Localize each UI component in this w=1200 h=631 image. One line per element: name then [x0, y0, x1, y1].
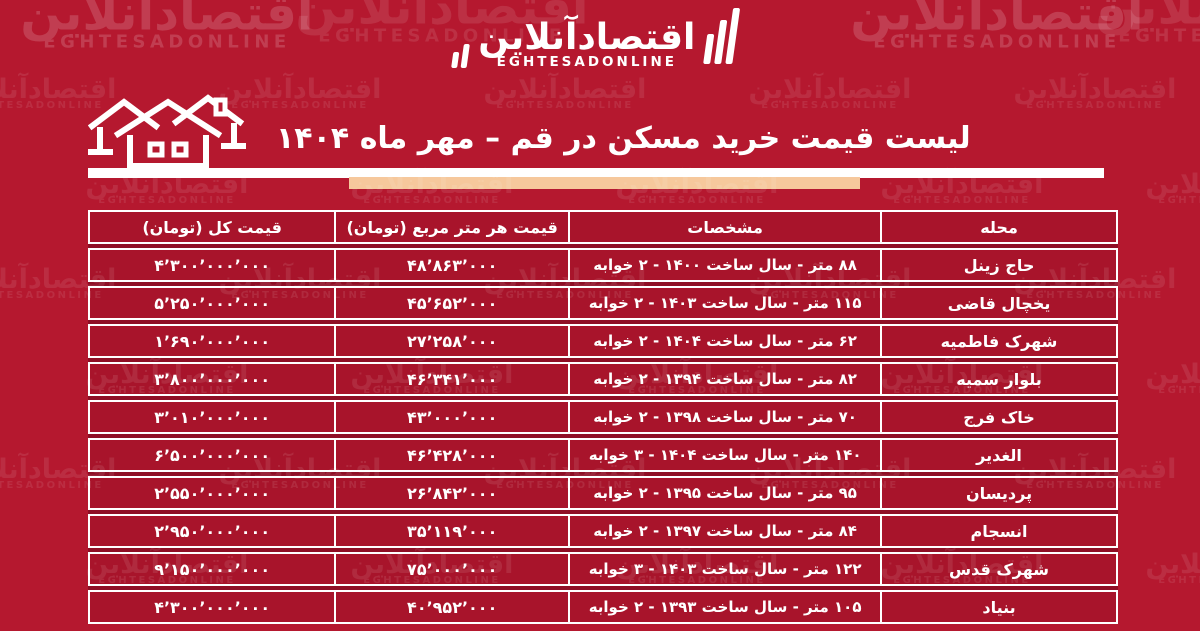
cell-total-price: ۳٬۸۰۰٬۰۰۰٬۰۰۰: [90, 364, 335, 394]
cell-total-price: ۴٬۳۰۰٬۰۰۰٬۰۰۰: [90, 250, 335, 280]
logo-bars-right: [703, 8, 741, 70]
cell-neighborhood: خاک فرج: [880, 402, 1116, 432]
cell-neighborhood: پردیسان: [880, 478, 1116, 508]
header-neighborhood: محله: [880, 212, 1116, 242]
header-price-per-meter: قیمت هر متر مربع (تومان): [334, 212, 569, 242]
cell-total-price: ۴٬۳۰۰٬۰۰۰٬۰۰۰: [90, 592, 335, 622]
table-row: شهرک قدس ۱۲۲ متر - سال ساخت ۱۴۰۳ - ۳ خوا…: [88, 552, 1118, 586]
brand-logo: اقتصادآنلاین EGHTESADONLINE: [451, 8, 741, 71]
table-row: خاک فرج ۷۰ متر - سال ساخت ۱۳۹۸ - ۲ خوابه…: [88, 400, 1118, 434]
cell-specs: ۱۴۰ متر - سال ساخت ۱۴۰۴ - ۳ خوابه: [568, 440, 881, 470]
table-row: الغدیر ۱۴۰ متر - سال ساخت ۱۴۰۴ - ۳ خوابه…: [88, 438, 1118, 472]
brand-name-farsi: اقتصادآنلاین: [478, 17, 696, 58]
cell-total-price: ۲٬۵۵۰٬۰۰۰٬۰۰۰: [90, 478, 335, 508]
cell-neighborhood: یخچال قاضی: [880, 288, 1116, 318]
house-icon: [87, 88, 247, 176]
cell-price-per-meter: ۴۸٬۸۶۳٬۰۰۰: [334, 250, 569, 280]
cell-neighborhood: شهرک قدس: [880, 554, 1116, 584]
cell-neighborhood: شهرک فاطمیه: [880, 326, 1116, 356]
title-underline-peach: [349, 177, 860, 189]
cell-price-per-meter: ۲۶٬۸۴۲٬۰۰۰: [334, 478, 569, 508]
cell-specs: ۹۵ متر - سال ساخت ۱۳۹۵ - ۲ خوابه: [568, 478, 881, 508]
price-table: محله مشخصات قیمت هر متر مربع (تومان) قیم…: [88, 210, 1118, 624]
cell-specs: ۱۲۲ متر - سال ساخت ۱۴۰۳ - ۳ خوابه: [568, 554, 881, 584]
table-row: یخچال قاضی ۱۱۵ متر - سال ساخت ۱۴۰۳ - ۲ خ…: [88, 286, 1118, 320]
cell-specs: ۱۱۵ متر - سال ساخت ۱۴۰۳ - ۲ خوابه: [568, 288, 881, 318]
cell-neighborhood: انسجام: [880, 516, 1116, 546]
cell-price-per-meter: ۷۵٬۰۰۰٬۰۰۰: [334, 554, 569, 584]
cell-neighborhood: بلوار سمیه: [880, 364, 1116, 394]
cell-neighborhood: بنیاد: [880, 592, 1116, 622]
header-specs: مشخصات: [568, 212, 881, 242]
cell-price-per-meter: ۴۵٬۶۵۲٬۰۰۰: [334, 288, 569, 318]
cell-price-per-meter: ۲۷٬۲۵۸٬۰۰۰: [334, 326, 569, 356]
brand-logo-text: اقتصادآنلاین EGHTESADONLINE: [478, 17, 696, 71]
cell-price-per-meter: ۴۳٬۰۰۰٬۰۰۰: [334, 402, 569, 432]
table-row: بلوار سمیه ۸۲ متر - سال ساخت ۱۳۹۴ - ۲ خو…: [88, 362, 1118, 396]
cell-price-per-meter: ۴۶٬۴۲۸٬۰۰۰: [334, 440, 569, 470]
title-underline-white: [88, 168, 1104, 178]
cell-specs: ۷۰ متر - سال ساخت ۱۳۹۸ - ۲ خوابه: [568, 402, 881, 432]
cell-total-price: ۵٬۲۵۰٬۰۰۰٬۰۰۰: [90, 288, 335, 318]
cell-specs: ۱۰۵ متر - سال ساخت ۱۳۹۳ - ۲ خوابه: [568, 592, 881, 622]
cell-neighborhood: حاج زینل: [880, 250, 1116, 280]
cell-total-price: ۹٬۱۵۰٬۰۰۰٬۰۰۰: [90, 554, 335, 584]
cell-specs: ۶۲ متر - سال ساخت ۱۴۰۴ - ۲ خوابه: [568, 326, 881, 356]
table-row: پردیسان ۹۵ متر - سال ساخت ۱۳۹۵ - ۲ خوابه…: [88, 476, 1118, 510]
title-block: لیست قیمت خرید مسکن در قم – مهر ماه ۱۴۰۴: [87, 88, 971, 176]
cell-price-per-meter: ۴۶٬۳۴۱٬۰۰۰: [334, 364, 569, 394]
cell-total-price: ۳٬۰۱۰٬۰۰۰٬۰۰۰: [90, 402, 335, 432]
cell-total-price: ۲٬۹۵۰٬۰۰۰٬۰۰۰: [90, 516, 335, 546]
table-row: بنیاد ۱۰۵ متر - سال ساخت ۱۳۹۳ - ۲ خوابه …: [88, 590, 1118, 624]
brand-name-latin: EGHTESADONLINE: [496, 54, 677, 70]
cell-total-price: ۶٬۵۰۰٬۰۰۰٬۰۰۰: [90, 440, 335, 470]
header-total-price: قیمت کل (تومان): [90, 212, 335, 242]
cell-total-price: ۱٬۶۹۰٬۰۰۰٬۰۰۰: [90, 326, 335, 356]
table-row: انسجام ۸۴ متر - سال ساخت ۱۳۹۷ - ۲ خوابه …: [88, 514, 1118, 548]
cell-specs: ۸۴ متر - سال ساخت ۱۳۹۷ - ۲ خوابه: [568, 516, 881, 546]
cell-neighborhood: الغدیر: [880, 440, 1116, 470]
cell-price-per-meter: ۳۵٬۱۱۹٬۰۰۰: [334, 516, 569, 546]
cell-specs: ۸۸ متر - سال ساخت ۱۴۰۰ - ۲ خوابه: [568, 250, 881, 280]
cell-price-per-meter: ۴۰٬۹۵۲٬۰۰۰: [334, 592, 569, 622]
table-row: شهرک فاطمیه ۶۲ متر - سال ساخت ۱۴۰۴ - ۲ خ…: [88, 324, 1118, 358]
logo-bars-left: [451, 44, 470, 70]
cell-specs: ۸۲ متر - سال ساخت ۱۳۹۴ - ۲ خوابه: [568, 364, 881, 394]
page-title: لیست قیمت خرید مسکن در قم – مهر ماه ۱۴۰۴: [276, 121, 971, 156]
table-header-row: محله مشخصات قیمت هر متر مربع (تومان) قیم…: [88, 210, 1118, 244]
table-row: حاج زینل ۸۸ متر - سال ساخت ۱۴۰۰ - ۲ خواب…: [88, 248, 1118, 282]
